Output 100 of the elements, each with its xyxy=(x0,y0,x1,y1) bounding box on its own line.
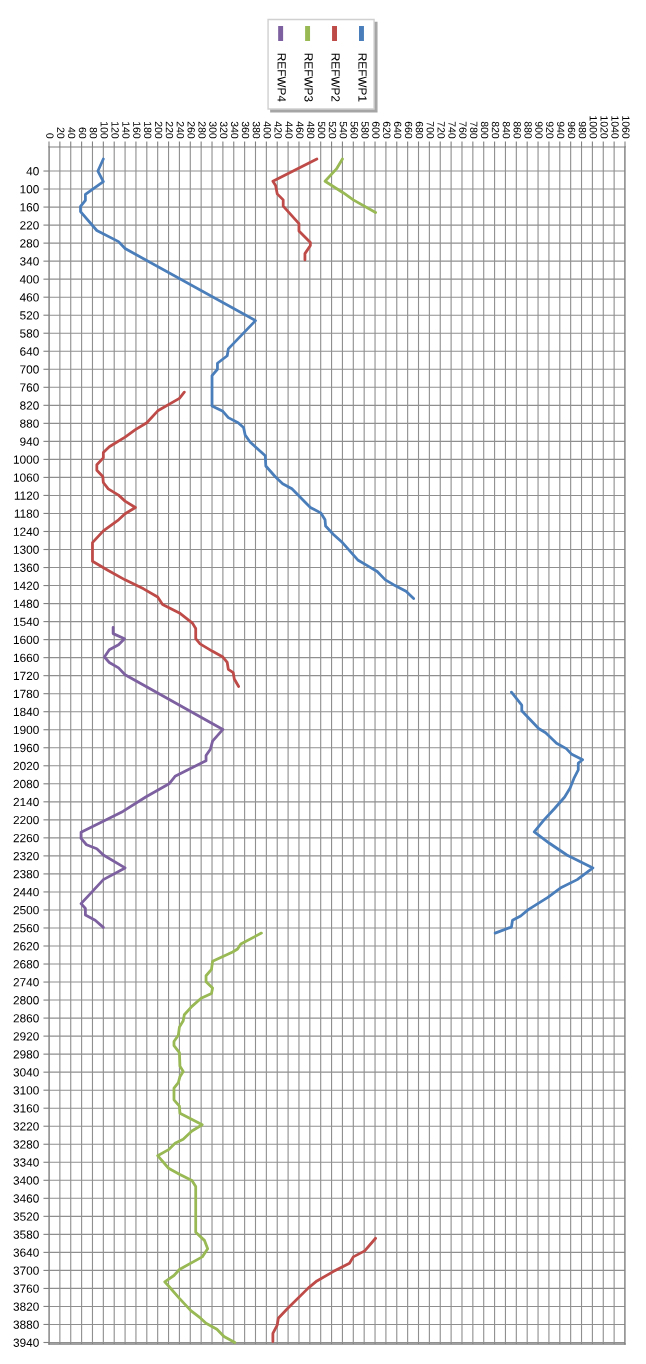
y-tick-label: 2680 xyxy=(13,960,39,969)
y-tick-label: 2920 xyxy=(13,1032,39,1041)
line-series xyxy=(79,625,225,929)
y-tick-label: 700 xyxy=(20,365,39,374)
y-tick-label: 3880 xyxy=(13,1320,39,1329)
y-tick-label: 3040 xyxy=(13,1068,39,1077)
x-tick-label: 980 xyxy=(578,121,587,139)
x-tick-label: 960 xyxy=(567,121,576,139)
y-tick-label: 2200 xyxy=(13,815,39,825)
y-tick-label: 3640 xyxy=(13,1248,39,1257)
x-tick-label: 840 xyxy=(502,121,511,139)
legend-label: REFWP3 xyxy=(304,53,313,102)
y-tick-label: 1060 xyxy=(13,473,39,482)
x-tick-label: 220 xyxy=(165,121,174,139)
x-tick-label: 240 xyxy=(176,121,184,139)
x-tick-label: 380 xyxy=(252,121,261,139)
y-tick-label: 2620 xyxy=(13,942,39,951)
x-tick-label: 400 xyxy=(263,121,271,139)
y-tick-label: 280 xyxy=(20,239,39,248)
y-tick-label: 1600 xyxy=(13,635,39,645)
x-tick-label: 660 xyxy=(404,121,413,139)
y-tick-label: 1240 xyxy=(13,527,39,536)
y-tick-label: 760 xyxy=(20,383,39,392)
x-tick-label: 480 xyxy=(307,121,315,139)
x-tick-label: 540 xyxy=(339,121,348,139)
x-tick-label: 0 xyxy=(46,133,54,139)
x-tick-label: 440 xyxy=(285,121,293,139)
x-tick-label: 620 xyxy=(383,121,391,139)
x-tick-label: 820 xyxy=(491,121,500,139)
y-tick-label: 2500 xyxy=(13,905,39,915)
y-tick-label: 580 xyxy=(20,329,39,338)
x-tick-label: 460 xyxy=(296,121,304,139)
y-tick-label: 3520 xyxy=(13,1212,39,1221)
legend-label: REFWP4 xyxy=(277,53,286,102)
y-tick-label: 880 xyxy=(20,419,39,428)
x-tick-label: 520 xyxy=(328,121,337,139)
x-tick-label: 940 xyxy=(557,121,565,139)
x-tick-label: 120 xyxy=(111,122,119,139)
x-tick-label: 40 xyxy=(67,127,76,139)
y-tick-label: 220 xyxy=(20,221,39,230)
x-tick-label: 280 xyxy=(198,121,206,139)
x-tick-label: 920 xyxy=(546,121,554,139)
y-tick-label: 820 xyxy=(20,401,39,410)
y-tick-label: 2440 xyxy=(13,887,39,897)
y-tick-label: 2740 xyxy=(13,978,39,987)
x-tick-label: 740 xyxy=(448,121,456,139)
x-tick-label: 300 xyxy=(209,121,217,139)
x-tick-label: 900 xyxy=(535,121,543,139)
legend-label: REFWP1 xyxy=(358,53,367,102)
y-tick-label: 2080 xyxy=(13,779,39,789)
y-tick-label: 1840 xyxy=(13,707,39,717)
y-tick-label: 2380 xyxy=(13,869,39,879)
legend-label: REFWP2 xyxy=(331,53,340,102)
y-tick-label: 3460 xyxy=(13,1194,39,1203)
y-tick-label: 160 xyxy=(20,203,39,212)
y-tick-label: 2800 xyxy=(13,996,39,1005)
x-tick-label: 60 xyxy=(78,127,87,139)
x-tick-label: 700 xyxy=(426,121,434,139)
y-tick-label: 2140 xyxy=(13,797,39,807)
y-tick-label: 1660 xyxy=(13,653,39,663)
y-tick-label: 460 xyxy=(19,293,39,302)
x-tick-label: 880 xyxy=(524,121,532,139)
y-tick-label: 400 xyxy=(19,275,39,284)
y-tick-label: 1480 xyxy=(13,599,39,608)
x-tick-label: 160 xyxy=(133,122,141,139)
x-tick-label: 600 xyxy=(372,121,380,139)
y-tick-label: 1000 xyxy=(13,455,39,464)
y-tick-label: 3700 xyxy=(13,1266,39,1275)
x-tick-label: 720 xyxy=(437,121,445,139)
y-tick-label: 520 xyxy=(20,311,39,320)
y-tick-label: 3340 xyxy=(13,1158,39,1167)
y-tick-label: 1180 xyxy=(14,509,39,518)
x-tick-label: 20 xyxy=(57,127,65,139)
x-tick-label: 500 xyxy=(317,121,326,139)
y-tick-label: 1720 xyxy=(13,671,39,681)
x-tick-label: 180 xyxy=(144,122,152,139)
x-tick-label: 420 xyxy=(274,121,282,139)
y-tick-label: 640 xyxy=(20,347,39,356)
x-tick-label: 360 xyxy=(241,121,250,139)
y-tick-label: 2260 xyxy=(13,833,39,843)
y-tick-label: 940 xyxy=(20,437,39,446)
x-tick-label: 140 xyxy=(122,122,130,139)
y-tick-label: 100 xyxy=(20,185,39,194)
y-tick-label: 2560 xyxy=(13,924,39,933)
y-tick-label: 2860 xyxy=(13,1014,39,1023)
x-tick-label: 1040 xyxy=(611,116,619,139)
y-tick-label: 3940 xyxy=(13,1338,39,1347)
y-tick-label: 1960 xyxy=(13,743,39,753)
x-tick-label: 1060 xyxy=(622,116,630,139)
x-tick-label: 1020 xyxy=(600,116,608,139)
x-tick-label: 780 xyxy=(470,121,478,139)
y-tick-label: 3100 xyxy=(13,1086,39,1095)
x-tick-label: 200 xyxy=(154,121,163,139)
y-tick-label: 2320 xyxy=(13,851,39,861)
x-tick-label: 560 xyxy=(350,121,358,139)
y-tick-label: 340 xyxy=(20,257,39,266)
x-tick-label: 580 xyxy=(361,121,369,139)
y-tick-label: 3820 xyxy=(13,1302,39,1311)
x-tick-label: 680 xyxy=(415,121,424,139)
y-tick-label: 3760 xyxy=(13,1284,39,1293)
